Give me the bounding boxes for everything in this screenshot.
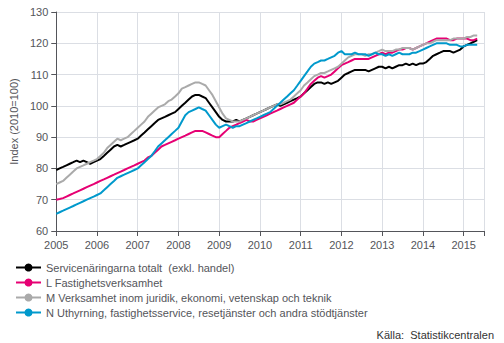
- svg-text:2012: 2012: [329, 239, 353, 251]
- svg-text:2008: 2008: [166, 239, 190, 251]
- svg-text:80: 80: [36, 162, 48, 174]
- svg-text:120: 120: [30, 37, 48, 49]
- svg-text:60: 60: [36, 225, 48, 237]
- svg-text:100: 100: [30, 100, 48, 112]
- svg-text:110: 110: [31, 69, 49, 81]
- svg-text:2005: 2005: [44, 239, 68, 251]
- svg-text:2006: 2006: [85, 239, 109, 251]
- svg-text:Servicenäringarna totalt (exk: Servicenäringarna totalt (exkl. handel): [46, 262, 234, 274]
- svg-text:M Verksamhet inom juridik, eko: M Verksamhet inom juridik, ekonomi, vete…: [46, 292, 332, 304]
- svg-text:70: 70: [36, 194, 48, 206]
- svg-text:Källa: Statistikcentralen: Källa: Statistikcentralen: [377, 329, 494, 341]
- svg-text:90: 90: [36, 131, 48, 143]
- svg-text:2011: 2011: [289, 239, 313, 251]
- svg-text:2009: 2009: [207, 239, 231, 251]
- svg-text:2007: 2007: [125, 239, 149, 251]
- svg-text:130: 130: [30, 6, 48, 18]
- svg-text:2015: 2015: [451, 239, 475, 251]
- svg-text:2014: 2014: [411, 239, 435, 251]
- svg-text:2013: 2013: [370, 239, 394, 251]
- svg-text:Index (2010=100): Index (2010=100): [8, 78, 20, 165]
- svg-text:N Uthyrning, fastighetsservice: N Uthyrning, fastighetsservice, resetjän…: [46, 307, 368, 319]
- svg-text:L Fastighetsverksamhet: L Fastighetsverksamhet: [46, 277, 162, 289]
- svg-text:2010: 2010: [248, 239, 272, 251]
